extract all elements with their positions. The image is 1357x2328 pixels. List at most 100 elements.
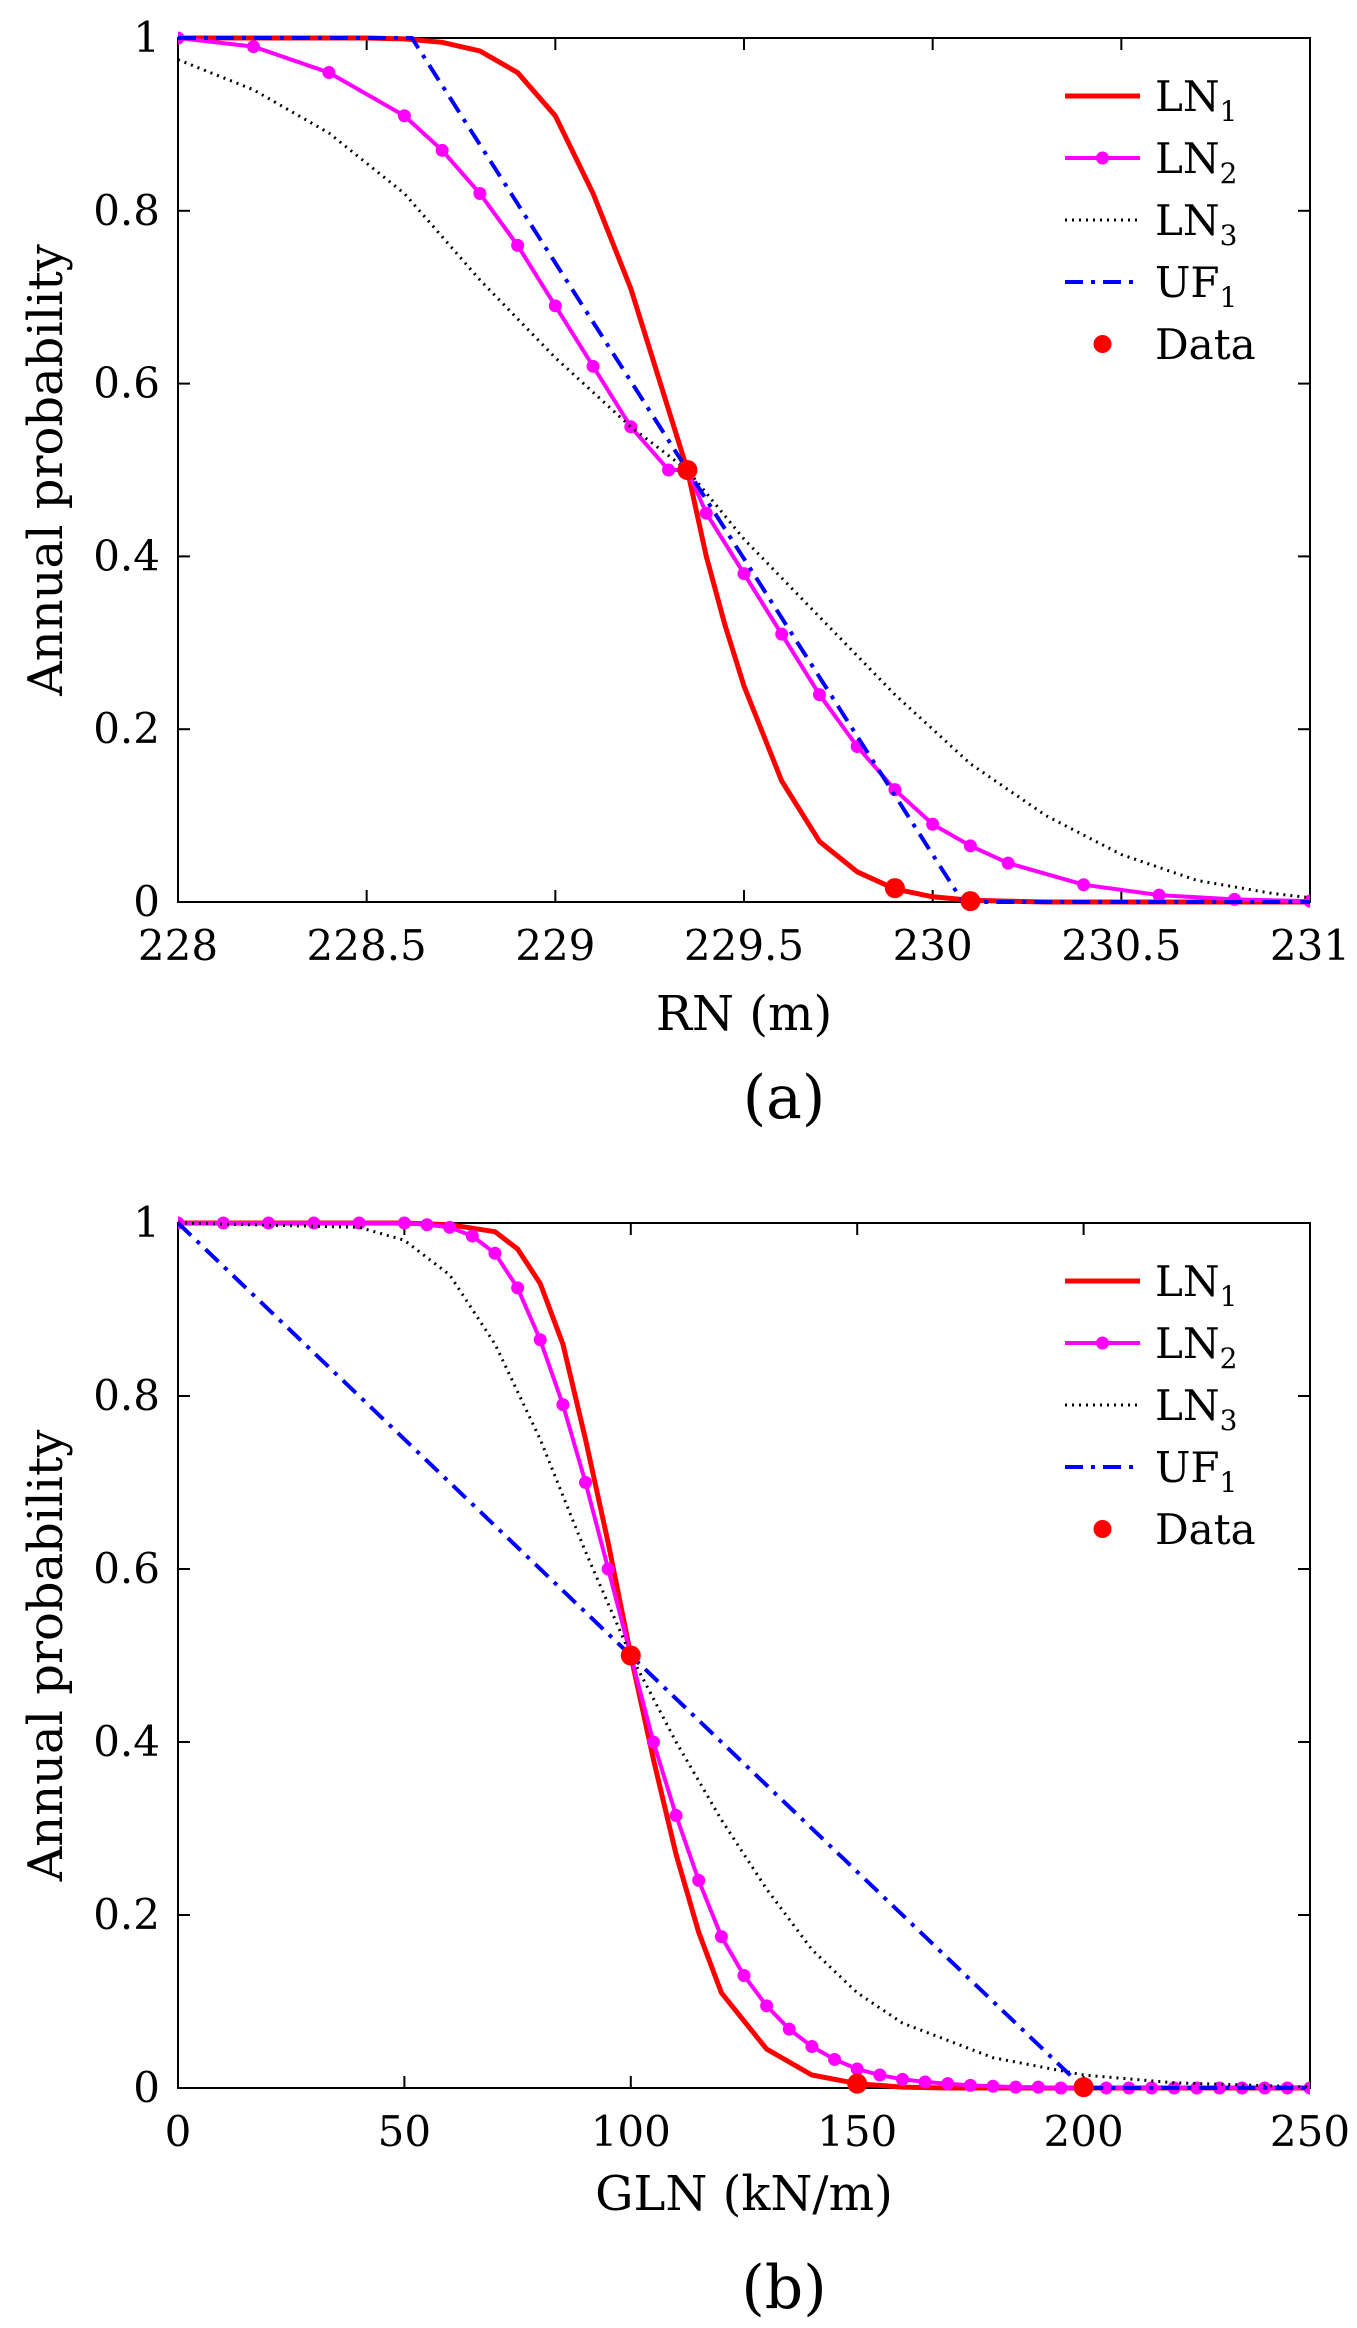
series-marker-ln2 <box>1009 2080 1023 2094</box>
legend-label-subscript: 1 <box>1220 95 1238 128</box>
series-marker-ln2 <box>624 420 638 434</box>
series-marker-ln2 <box>737 1969 751 1983</box>
legend-label-name: Data <box>1155 320 1256 369</box>
series-marker-ln2 <box>420 1218 434 1232</box>
plot-frame <box>177 37 1311 903</box>
y-tick-label: 0.2 <box>93 1890 160 1939</box>
legend-swatch-marker-ln2 <box>1096 1336 1109 1350</box>
x-tick-label: 150 <box>817 2107 897 2156</box>
series-marker-ln2 <box>548 299 562 313</box>
x-tick-label: 229 <box>515 921 595 970</box>
legend-label-subscript: 2 <box>1220 157 1238 190</box>
x-tick-label: 250 <box>1270 2107 1350 2156</box>
x-axis-label: RN (m) <box>656 986 832 1042</box>
series-marker-ln2 <box>1031 2080 1045 2094</box>
legend-label-subscript: 3 <box>1220 1404 1238 1437</box>
legend-label-name: LN <box>1155 72 1220 121</box>
series-marker-ln2 <box>262 1216 276 1230</box>
legend-label-name: LN <box>1155 1381 1220 1430</box>
data-point <box>884 878 905 899</box>
x-tick-label: 228 <box>138 921 218 970</box>
legend-swatch-data <box>1093 1520 1112 1538</box>
series-marker-ln2 <box>322 66 336 80</box>
chart-panel-b: 0 50 100 150 200 250 0 0.2 0.4 0.6 0.8 1 GLN (kN/m) A… <box>18 1198 1350 2323</box>
series-marker-ln2 <box>986 2079 1000 2093</box>
series-marker-ln2 <box>1077 878 1091 892</box>
legend-label-ln3: LN3 <box>1155 1381 1237 1437</box>
series-marker-ln2 <box>714 1930 728 1944</box>
series-marker-ln2 <box>601 1562 615 1576</box>
series-marker-ln2 <box>850 2062 864 2076</box>
legend-label-ln3: LN3 <box>1155 196 1237 252</box>
y-tick-label: 0.2 <box>93 704 160 753</box>
series-marker-ln2 <box>699 506 713 520</box>
y-tick-label: 0.4 <box>93 1717 160 1766</box>
legend-label-data: Data <box>1155 320 1256 369</box>
legend-label-data: Data <box>1155 1505 1256 1554</box>
series-marker-ln2 <box>1001 856 1015 870</box>
y-tick-label: 1 <box>133 13 160 62</box>
legend-label-name: UF <box>1155 1443 1220 1492</box>
legend-swatch-marker-ln2 <box>1096 151 1109 165</box>
legend-label-name: UF <box>1155 258 1220 307</box>
y-tick-label: 0 <box>133 2063 160 2112</box>
data-point <box>620 1645 641 1666</box>
x-axis-label: GLN (kN/m) <box>595 2166 893 2222</box>
series-marker-ln2 <box>895 2072 909 2086</box>
series-marker-ln2 <box>918 2075 932 2089</box>
legend-label-ln1: LN1 <box>1155 72 1237 128</box>
series-marker-ln2 <box>782 2022 796 2036</box>
data-point <box>847 2073 868 2094</box>
series-marker-ln2 <box>669 1809 683 1823</box>
y-tick-label: 0.4 <box>93 531 160 580</box>
panel-label: (b) <box>741 2253 826 2323</box>
x-tick-label: 200 <box>1044 2107 1124 2156</box>
legend-label-uf1: UF1 <box>1155 1443 1237 1499</box>
y-tick-label: 1 <box>133 1198 160 1247</box>
x-tick-label: 230.5 <box>1061 921 1181 970</box>
series-marker-ln2 <box>646 1735 660 1749</box>
legend-swatch-data <box>1093 335 1112 353</box>
plot-frame <box>177 1222 1311 2089</box>
series-marker-ln2 <box>307 1216 321 1230</box>
series-group <box>178 1216 1310 2098</box>
series-marker-ln2 <box>473 187 487 201</box>
legend-label-ln2: LN2 <box>1155 134 1237 190</box>
series-marker-ln2 <box>812 688 826 702</box>
series-marker-ln2 <box>1054 2081 1068 2095</box>
x-tick-label: 231 <box>1270 921 1350 970</box>
series-marker-ln2 <box>760 1999 774 2013</box>
legend-label-ln1: LN1 <box>1155 1257 1237 1313</box>
y-tick-label: 0 <box>133 877 160 926</box>
series-marker-ln2 <box>737 567 751 581</box>
y-tick-label: 0.8 <box>93 1371 160 1420</box>
series-marker-ln2 <box>397 1216 411 1230</box>
series-marker-ln2 <box>941 2077 955 2091</box>
data-point <box>960 891 981 912</box>
series-line-ln3 <box>178 58 1310 900</box>
series-marker-ln2 <box>1152 888 1166 902</box>
data-point <box>1073 2077 1094 2098</box>
series-marker-ln2 <box>828 2052 842 2066</box>
legend-label-name: Data <box>1155 1505 1256 1554</box>
legend-label-uf1: UF1 <box>1155 258 1237 314</box>
series-marker-ln2 <box>926 817 940 831</box>
series-marker-ln2 <box>511 1281 525 1295</box>
series-line-ln1 <box>178 35 1310 905</box>
x-tick-label: 100 <box>591 2107 671 2156</box>
series-marker-ln2 <box>216 1216 230 1230</box>
series-marker-ln2 <box>662 463 676 477</box>
series-marker-ln2 <box>873 2068 887 2082</box>
series-marker-ln2 <box>533 1333 547 1347</box>
series-marker-ln2 <box>488 1246 502 1260</box>
series-marker-ln2 <box>511 238 525 252</box>
series-marker-ln2 <box>352 1216 366 1230</box>
legend-label-name: LN <box>1155 134 1220 183</box>
series-marker-ln2 <box>586 359 600 373</box>
series-marker-ln2 <box>246 40 260 54</box>
legend-label-subscript: 1 <box>1220 281 1238 314</box>
data-point <box>677 460 698 480</box>
